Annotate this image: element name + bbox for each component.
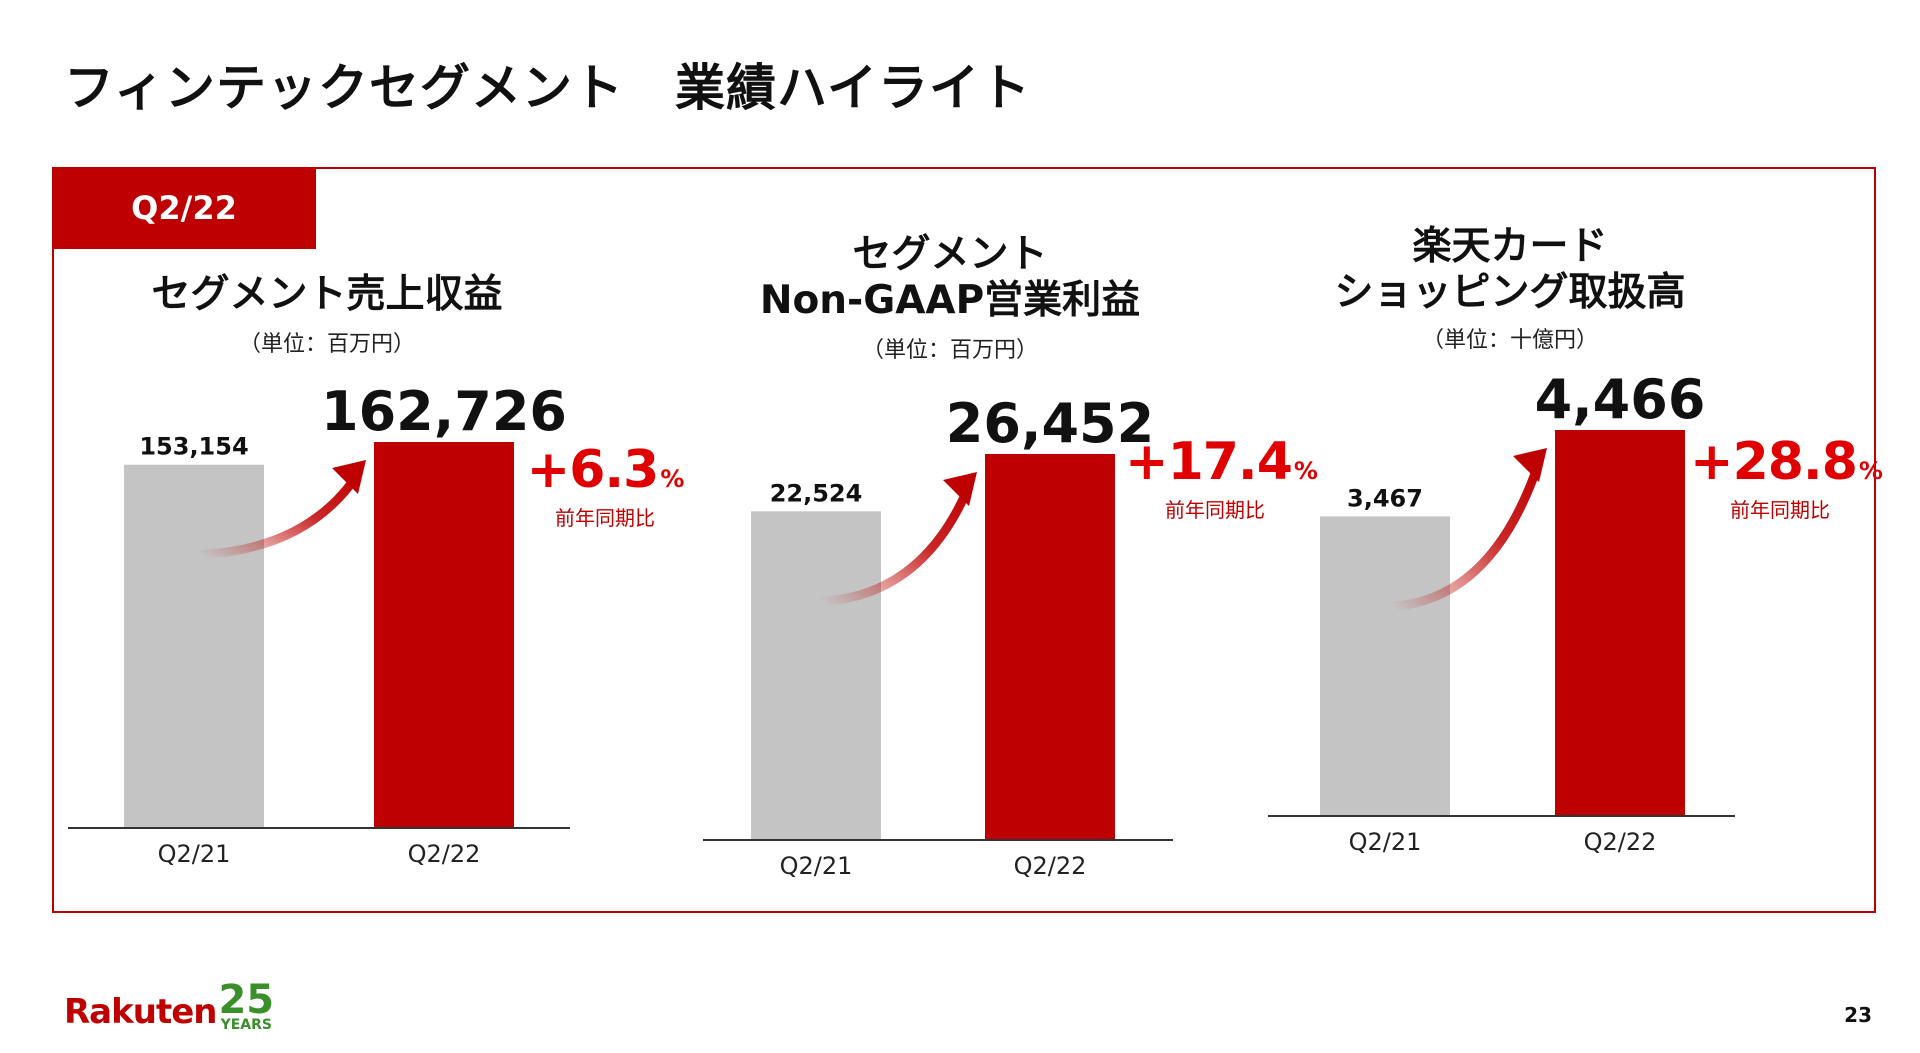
percent-sign: % — [1858, 457, 1883, 485]
yoy-label: 前年同期比 — [1165, 498, 1265, 522]
chart-title-line: セグメント売上収益 — [151, 272, 503, 317]
logo-badge: 25 YEARS — [218, 977, 275, 1033]
chart-title-revenue: セグメント売上収益 — [72, 272, 582, 318]
revenue-bar-chart: 153,154 Q2/21 162,726 Q2/22 — [68, 380, 570, 868]
category-tick-label: Q2/21 — [158, 840, 231, 868]
chart-title-operating-income: セグメント Non-GAAP営業利益 — [720, 232, 1180, 324]
chart-title-card-shopping: 楽天カード ショッピング取扱高 — [1280, 224, 1740, 316]
bar-value-label: 162,726 — [321, 380, 567, 443]
highlight-panel — [52, 167, 1876, 913]
rakuten-25-logo: Rakuten 25 YEARS — [64, 977, 275, 1033]
growth-value: +6.3 — [526, 440, 660, 500]
chart-unit: （単位：十億円） — [1421, 328, 1598, 353]
category-tick-label: Q2/22 — [408, 840, 481, 868]
bar-Q2-22 — [374, 442, 514, 828]
growth-value: +28.8 — [1690, 432, 1858, 492]
logo-brand: Rakuten — [64, 992, 217, 1032]
logo-years: YEARS — [220, 1017, 272, 1033]
bar-Q2-22 — [985, 454, 1115, 840]
bar-Q2-21 — [751, 511, 881, 840]
growth-rate-card-shopping: +28.8% 前年同期比 — [1690, 432, 1883, 523]
yoy-label: 前年同期比 — [555, 506, 655, 530]
percent-sign: % — [1293, 457, 1318, 485]
yoy-label: 前年同期比 — [1730, 498, 1830, 522]
bar-Q2-21 — [124, 464, 264, 828]
bar-value-label: 22,524 — [770, 479, 863, 507]
chart-title-line: ショッピング取扱高 — [1334, 270, 1686, 315]
period-tag: Q2/22 — [52, 167, 316, 249]
growth-arrow-head — [332, 460, 366, 494]
growth-rate-revenue: +6.3% 前年同期比 — [520, 440, 690, 531]
chart-title-line: Non-GAAP営業利益 — [759, 278, 1141, 323]
growth-rate-operating-income: +17.4% 前年同期比 — [1125, 432, 1318, 523]
category-tick-label: Q2/21 — [1349, 828, 1422, 856]
bar-value-label: 3,467 — [1347, 484, 1423, 512]
page-number: 23 — [1844, 1003, 1872, 1027]
growth-arrow — [1387, 457, 1544, 611]
chart-title-line: 楽天カード — [1412, 224, 1608, 269]
bar-value-label: 26,452 — [946, 392, 1154, 455]
page-title: フィンテックセグメント 業績ハイライト — [64, 59, 1031, 117]
bar-Q2-21 — [1320, 516, 1450, 816]
percent-sign: % — [660, 465, 684, 493]
category-tick-label: Q2/21 — [780, 852, 853, 880]
bar-value-label: 153,154 — [139, 433, 248, 461]
logo-number: 25 — [218, 977, 275, 1023]
growth-value: +17.4 — [1125, 432, 1293, 492]
bar-Q2-22 — [1555, 430, 1685, 816]
operating-income-bar-chart: 22,524 Q2/21 26,452 Q2/22 — [703, 392, 1173, 880]
growth-arrow — [818, 481, 974, 606]
card-shopping-bar-chart: 3,467 Q2/21 4,466 Q2/22 — [1268, 368, 1735, 856]
growth-arrow-head — [1513, 448, 1547, 482]
growth-arrow-head — [943, 472, 977, 506]
category-tick-label: Q2/22 — [1014, 852, 1087, 880]
chart-unit: （単位：百万円） — [861, 338, 1038, 363]
chart-title-line: セグメント — [852, 232, 1048, 277]
growth-arrow — [196, 469, 363, 560]
category-tick-label: Q2/22 — [1584, 828, 1657, 856]
chart-unit: （単位：百万円） — [238, 332, 415, 357]
bar-value-label: 4,466 — [1535, 368, 1706, 431]
